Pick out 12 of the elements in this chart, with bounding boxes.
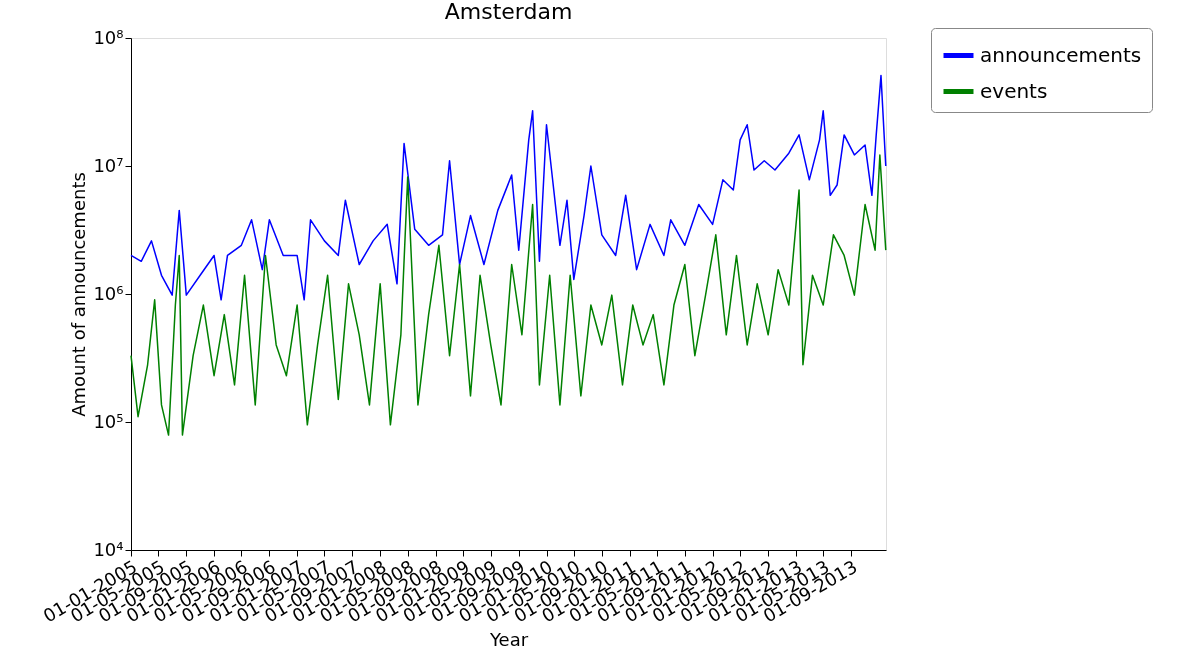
legend-label: announcements <box>980 42 1142 67</box>
y-tick-label: 10⁸ <box>93 26 124 48</box>
line-series <box>130 74 887 301</box>
y-tick-label: 10⁴ <box>93 538 124 560</box>
line-series <box>130 154 887 436</box>
legend-label: events <box>980 78 1048 103</box>
y-tick-label: 10⁵ <box>93 410 124 432</box>
y-tick-label: 10⁶ <box>93 282 124 304</box>
y-axis-title: Amount of announcements <box>68 172 90 417</box>
x-axis-title: Year <box>488 629 529 651</box>
chart-title: Amsterdam <box>444 0 573 24</box>
y-tick-label: 10⁷ <box>93 154 124 176</box>
